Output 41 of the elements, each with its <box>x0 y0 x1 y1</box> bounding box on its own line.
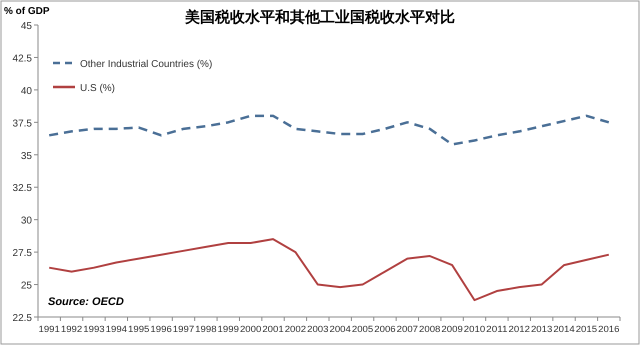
x-tick-label: 2015 <box>576 324 598 334</box>
x-tick-label: 2016 <box>598 324 620 334</box>
y-tick-label: 37.5 <box>12 118 32 130</box>
x-tick-label: 1993 <box>83 324 105 334</box>
x-tick-label: 1995 <box>128 324 150 334</box>
legend-label: U.S (%) <box>80 83 115 94</box>
x-tick-label: 2011 <box>486 324 508 334</box>
x-tick-label: 1997 <box>172 324 194 334</box>
y-tick-label: 25 <box>20 280 32 292</box>
x-tick-label: 1996 <box>150 324 172 334</box>
y-tick-label: 45 <box>20 21 32 32</box>
x-tick-label: 2001 <box>262 324 284 334</box>
legend-label: Other Industrial Countries (%) <box>80 59 212 70</box>
y-tick-label: 35 <box>20 150 32 162</box>
x-tick-label: 2007 <box>396 324 418 334</box>
x-tick-label: 2004 <box>330 324 351 334</box>
x-tick-label: 1994 <box>106 324 128 334</box>
x-tick-label: 2002 <box>284 324 306 334</box>
x-tick-label: 2003 <box>307 324 328 334</box>
x-tick-label: 2000 <box>240 324 262 334</box>
x-tick-label: 2005 <box>352 324 374 334</box>
x-tick-label: 2009 <box>441 324 463 334</box>
y-tick-label: 40 <box>20 86 32 97</box>
x-tick-label: 2013 <box>530 324 552 334</box>
x-tick-label: 1998 <box>195 324 217 334</box>
y-axis-title: % of GDP <box>4 6 50 17</box>
y-tick-label: 32.5 <box>12 183 32 194</box>
y-tick-label: 27.5 <box>12 248 32 260</box>
x-tick-label: 1991 <box>38 324 60 334</box>
y-tick-label: 42.5 <box>12 53 32 64</box>
x-tick-label: 2012 <box>508 324 530 334</box>
x-tick-label: 2010 <box>464 324 486 334</box>
annotation: Source: OECD <box>48 296 124 308</box>
y-tick-label: 22.5 <box>12 313 32 324</box>
x-tick-label: 2006 <box>374 324 396 334</box>
chart-title: 美国税收水平和其他工业国税收水平对比 <box>184 8 455 26</box>
x-tick-label: 2014 <box>553 324 575 334</box>
y-tick-label: 30 <box>20 216 32 227</box>
x-tick-label: 2008 <box>419 324 440 334</box>
x-tick-label: 1992 <box>60 324 82 334</box>
x-tick-label: 1999 <box>218 324 239 334</box>
